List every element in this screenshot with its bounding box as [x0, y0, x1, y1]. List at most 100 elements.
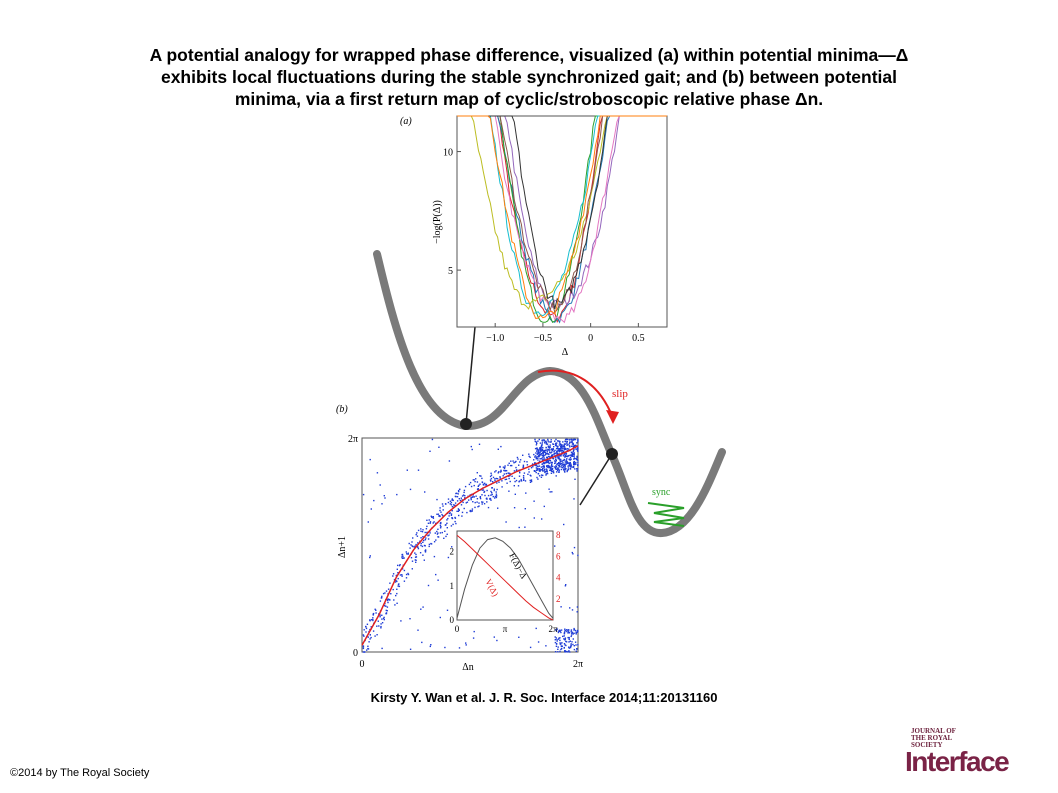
scatter-point: [367, 521, 369, 523]
scatter-point: [542, 470, 544, 472]
scatter-point: [565, 452, 567, 455]
scatter-point: [535, 627, 537, 630]
scatter-point: [568, 454, 570, 457]
scatter-point: [564, 637, 567, 639]
scatter-point: [534, 456, 536, 458]
scatter-point: [462, 494, 465, 496]
scatter-point: [537, 440, 539, 442]
scatter-point: [513, 470, 516, 472]
scatter-point: [412, 545, 414, 548]
scatter-point: [546, 443, 549, 445]
scatter-point: [524, 508, 526, 510]
scatter-point: [471, 448, 473, 451]
scatter-point: [363, 651, 365, 653]
scatter-point: [427, 535, 429, 537]
scatter-point: [556, 640, 558, 642]
scatter-point: [539, 455, 541, 457]
scatter-point: [451, 546, 453, 548]
scatter-point: [540, 447, 542, 449]
scatter-point: [561, 445, 563, 447]
scatter-point: [575, 444, 577, 447]
scatter-point: [568, 445, 571, 447]
scatter-point: [550, 466, 552, 469]
scatter-point: [568, 462, 570, 464]
scatter-point: [539, 470, 541, 472]
scatter-point: [397, 577, 399, 580]
title-line-3: minima, via a first return map of cyclic…: [234, 89, 824, 109]
scatter-point: [546, 472, 549, 475]
scatter-point: [452, 499, 454, 502]
scatter-point: [545, 473, 547, 475]
scatter-point: [557, 631, 560, 634]
scatter-point: [442, 509, 444, 511]
scatter-point: [372, 630, 375, 632]
scatter-point: [429, 645, 431, 648]
scatter-point: [564, 454, 567, 456]
scatter-point: [532, 466, 534, 468]
scatter-point: [556, 638, 558, 641]
panel-a-ytick-label: 5: [448, 266, 453, 277]
scatter-point: [520, 480, 523, 482]
scatter-point: [552, 454, 554, 456]
scatter-point: [545, 460, 548, 462]
scatter-point: [554, 545, 556, 547]
scatter-point: [563, 638, 565, 640]
scatter-point: [470, 485, 473, 488]
scatter-point: [451, 510, 453, 512]
scatter-point: [577, 439, 579, 441]
scatter-point: [504, 465, 506, 467]
scatter-point: [424, 539, 427, 541]
scatter-point: [577, 464, 579, 467]
scatter-point: [559, 440, 561, 443]
scatter-point: [478, 484, 480, 487]
scatter-point: [535, 441, 537, 443]
scatter-point: [539, 449, 541, 451]
scatter-point: [566, 650, 568, 653]
scatter-point: [429, 522, 431, 524]
scatter-point: [424, 549, 427, 551]
scatter-point: [396, 580, 398, 583]
scatter-point: [507, 472, 509, 474]
scatter-point: [462, 501, 464, 504]
scatter-point: [417, 546, 419, 548]
scatter-point: [534, 440, 536, 443]
scatter-point: [500, 445, 502, 448]
scatter-point: [557, 648, 559, 650]
scatter-point: [536, 465, 538, 467]
scatter-point: [554, 444, 557, 447]
scatter-point: [544, 471, 546, 474]
scatter-point: [466, 511, 468, 514]
scatter-point: [516, 456, 519, 459]
scatter-point: [483, 491, 485, 493]
scatter-point: [556, 463, 559, 465]
scatter-point: [572, 633, 574, 635]
scatter-point: [387, 599, 389, 602]
scatter-point: [576, 629, 579, 632]
scatter-point: [528, 455, 530, 457]
scatter-point: [548, 466, 551, 469]
scatter-point: [381, 622, 384, 624]
scatter-point: [481, 481, 484, 484]
scatter-point: [513, 485, 515, 487]
scatter-point: [558, 442, 561, 444]
sync-zigzag: [647, 502, 685, 527]
scatter-point: [541, 518, 543, 520]
scatter-point: [548, 447, 551, 449]
scatter-point: [395, 579, 397, 582]
scatter-point: [566, 460, 568, 463]
scatter-point: [380, 625, 382, 628]
scatter-point: [497, 507, 499, 509]
scatter-point: [557, 450, 559, 452]
scatter-point: [394, 581, 397, 583]
scatter-point: [523, 472, 526, 474]
scatter-point: [569, 607, 571, 609]
scatter-point: [415, 543, 417, 546]
scatter-point: [545, 449, 547, 451]
scatter-point: [571, 441, 573, 443]
scatter-point: [439, 509, 441, 512]
scatter-point: [451, 499, 454, 501]
scatter-point: [453, 504, 455, 506]
scatter-point: [562, 441, 564, 443]
scatter-point: [544, 462, 547, 464]
scatter-point: [436, 530, 438, 533]
